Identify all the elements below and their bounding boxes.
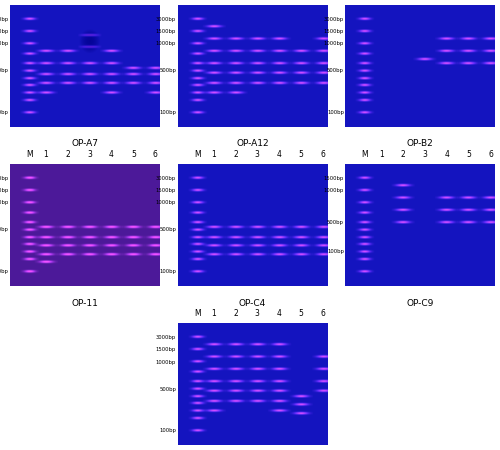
Text: 3: 3 — [255, 309, 260, 318]
Text: 3000bp: 3000bp — [324, 17, 344, 22]
Text: 3: 3 — [255, 150, 260, 159]
Text: 1000bp: 1000bp — [324, 41, 344, 46]
Text: 3000bp: 3000bp — [0, 17, 8, 22]
Text: 100bp: 100bp — [160, 110, 176, 115]
Text: OP-B2: OP-B2 — [407, 139, 434, 148]
Text: 1: 1 — [379, 150, 384, 159]
Text: 6: 6 — [320, 309, 326, 318]
Text: 2: 2 — [233, 309, 238, 318]
Text: 4: 4 — [444, 150, 449, 159]
Text: 1: 1 — [211, 150, 216, 159]
Text: 1500bp: 1500bp — [0, 188, 8, 193]
Text: 1500bp: 1500bp — [324, 29, 344, 34]
Text: 500bp: 500bp — [160, 68, 176, 73]
Text: 6: 6 — [153, 150, 158, 159]
Text: M: M — [194, 309, 200, 318]
Text: 1500bp: 1500bp — [156, 347, 176, 352]
Text: 1: 1 — [44, 150, 49, 159]
Text: 6: 6 — [320, 150, 326, 159]
Text: 2: 2 — [400, 150, 406, 159]
Text: 1500bp: 1500bp — [156, 188, 176, 193]
Text: 500bp: 500bp — [160, 227, 176, 232]
Text: 4: 4 — [109, 150, 114, 159]
Text: OP-A7: OP-A7 — [72, 139, 99, 148]
Text: 1000bp: 1000bp — [156, 200, 176, 206]
Text: 1000bp: 1000bp — [156, 360, 176, 364]
Text: 500bp: 500bp — [160, 387, 176, 392]
Text: 500bp: 500bp — [327, 220, 344, 225]
Text: 4: 4 — [276, 150, 281, 159]
Text: 5: 5 — [298, 309, 304, 318]
Text: 100bp: 100bp — [327, 249, 344, 254]
Text: 1500bp: 1500bp — [0, 29, 8, 34]
Text: 3000bp: 3000bp — [156, 335, 176, 340]
Text: 2: 2 — [66, 150, 70, 159]
Text: 500bp: 500bp — [0, 68, 8, 73]
Text: 3000bp: 3000bp — [0, 176, 8, 181]
Text: 3000bp: 3000bp — [156, 176, 176, 181]
Text: 1000bp: 1000bp — [156, 41, 176, 46]
Text: 1000bp: 1000bp — [324, 188, 344, 193]
Text: 1500bp: 1500bp — [156, 29, 176, 34]
Text: 1000bp: 1000bp — [0, 200, 8, 206]
Text: 5: 5 — [466, 150, 471, 159]
Text: OP-C9: OP-C9 — [406, 298, 434, 307]
Text: M: M — [362, 150, 368, 159]
Text: M: M — [26, 150, 33, 159]
Text: 5: 5 — [131, 150, 136, 159]
Text: 1: 1 — [211, 309, 216, 318]
Text: 500bp: 500bp — [327, 68, 344, 73]
Text: 3000bp: 3000bp — [156, 17, 176, 22]
Text: 100bp: 100bp — [160, 428, 176, 433]
Text: 500bp: 500bp — [0, 227, 8, 232]
Text: 3: 3 — [422, 150, 428, 159]
Text: 100bp: 100bp — [327, 110, 344, 115]
Text: OP-11: OP-11 — [72, 298, 99, 307]
Text: M: M — [194, 150, 200, 159]
Text: 1000bp: 1000bp — [0, 41, 8, 46]
Text: 2: 2 — [233, 150, 238, 159]
Text: 100bp: 100bp — [0, 269, 8, 274]
Text: 100bp: 100bp — [160, 269, 176, 274]
Text: 5: 5 — [298, 150, 304, 159]
Text: OP-A12: OP-A12 — [236, 139, 269, 148]
Text: OP-C4: OP-C4 — [239, 298, 266, 307]
Text: 100bp: 100bp — [0, 110, 8, 115]
Text: 1500bp: 1500bp — [324, 176, 344, 181]
Text: 4: 4 — [276, 309, 281, 318]
Text: 3: 3 — [87, 150, 92, 159]
Text: 6: 6 — [488, 150, 493, 159]
